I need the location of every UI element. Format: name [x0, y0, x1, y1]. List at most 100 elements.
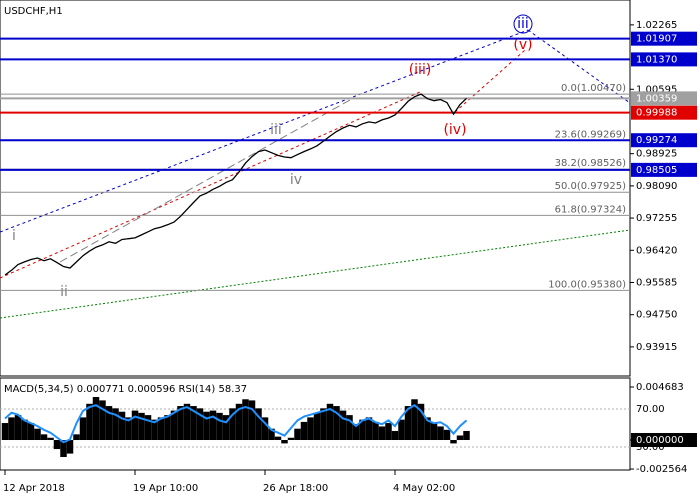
macd-bar — [157, 417, 165, 441]
macd-bar — [138, 412, 145, 441]
macd-bar — [151, 419, 158, 441]
y-tick-label: 0.97255 — [636, 213, 677, 224]
macd-bar — [346, 415, 353, 441]
macd-bar — [216, 412, 223, 441]
chart-title: USDCHF,H1 — [4, 6, 63, 17]
y-tick-label: 0.95585 — [636, 277, 677, 288]
level-box — [631, 91, 697, 106]
macd-bar — [261, 417, 269, 441]
macd-bar — [248, 400, 256, 441]
main-panel — [0, 0, 631, 377]
y-tick-label: 1.00595 — [636, 84, 677, 95]
macd-bar — [463, 430, 470, 441]
projection-line — [527, 29, 631, 104]
y-tick-label: 0.000000 — [636, 435, 684, 446]
x-tick-label: 19 Apr 10:00 — [133, 483, 198, 494]
wave-circle — [513, 14, 533, 34]
level-label: 0.98505 — [636, 165, 677, 176]
fib-label: 61.8(0.97324) — [555, 204, 627, 215]
macd-bar — [378, 426, 386, 441]
macd-bar — [242, 399, 249, 441]
macd-bar — [92, 397, 100, 441]
y-tick-label: 0.98090 — [636, 181, 677, 192]
macd-bar — [53, 440, 61, 450]
macd-bar — [450, 440, 457, 444]
macd-bar — [60, 440, 67, 457]
macd-bar — [112, 408, 119, 441]
macd-bar — [196, 408, 204, 441]
channel-line — [0, 91, 421, 279]
macd-bar — [391, 430, 399, 441]
y2-tick-label: 30.00 — [636, 442, 665, 453]
macd-bar — [365, 417, 373, 441]
wave-label: ii — [60, 284, 68, 300]
macd-bar — [294, 428, 301, 441]
price-line — [4, 93, 467, 276]
macd-bar — [411, 399, 418, 441]
macd-bar — [372, 421, 379, 441]
macd-bar — [424, 417, 431, 441]
macd-bar — [339, 410, 347, 441]
macd-bar — [47, 437, 54, 441]
macd-bar — [326, 403, 334, 441]
macd-bar — [66, 440, 74, 454]
level-box — [631, 133, 697, 148]
level-label: 0.99988 — [636, 108, 677, 119]
macd-bar — [359, 419, 366, 441]
macd-bar — [222, 415, 230, 441]
macd-bar — [34, 428, 41, 441]
y-tick-label: 0.98925 — [636, 149, 677, 160]
fib-label: 50.0(0.97925) — [555, 181, 627, 192]
macd-bar — [125, 417, 132, 441]
macd-bar — [456, 435, 464, 441]
macd-bar — [443, 429, 451, 441]
macd-bar — [268, 428, 275, 441]
macd-bar — [333, 406, 340, 441]
macd-bar — [177, 406, 184, 441]
macd-bar — [86, 403, 93, 441]
macd-bar — [144, 415, 152, 441]
macd-bar — [398, 419, 405, 441]
level-label: 1.00359 — [636, 93, 677, 104]
channel-line — [0, 29, 529, 233]
macd-bar — [170, 410, 178, 441]
macd-bar — [352, 424, 360, 441]
macd-bar — [300, 421, 308, 441]
wave-label: i — [12, 228, 16, 244]
macd-bar — [40, 434, 48, 441]
macd-bar — [320, 408, 327, 441]
macd-bar — [404, 406, 412, 441]
y-tick-label: 0.93915 — [636, 342, 677, 353]
macd-bar — [118, 411, 126, 441]
level-label: 1.01907 — [636, 34, 677, 45]
macd-bar — [164, 415, 171, 441]
macd-bar — [21, 419, 28, 441]
macd-bar — [235, 403, 243, 441]
macd-bar — [79, 417, 87, 441]
macd-bar — [190, 406, 197, 441]
macd-bar — [131, 410, 139, 441]
wave-label: iii — [517, 16, 529, 32]
fib-label: 100.0(0.95380) — [548, 279, 626, 290]
level-box — [631, 52, 697, 67]
macd-bar — [105, 406, 113, 441]
macd-bar — [229, 408, 236, 441]
macd-bar — [203, 411, 210, 441]
macd-bar — [313, 412, 321, 441]
rsi-line — [4, 403, 468, 444]
wave-label: iii — [270, 122, 282, 138]
macd-bar — [73, 434, 80, 441]
wave-label: iv — [290, 172, 302, 188]
macd-bar — [14, 415, 22, 441]
macd-bar — [385, 423, 392, 441]
macd-bar — [417, 403, 425, 441]
macd-bar — [183, 403, 191, 441]
level-label: 0.99274 — [636, 135, 677, 146]
macd-bar — [99, 400, 106, 441]
macd-bar — [27, 423, 35, 441]
fib-label: 23.6(0.99269) — [555, 129, 627, 140]
macd-bar — [255, 408, 262, 441]
fib-label: 38.2(0.98526) — [555, 158, 627, 169]
macd-bar — [209, 410, 217, 441]
